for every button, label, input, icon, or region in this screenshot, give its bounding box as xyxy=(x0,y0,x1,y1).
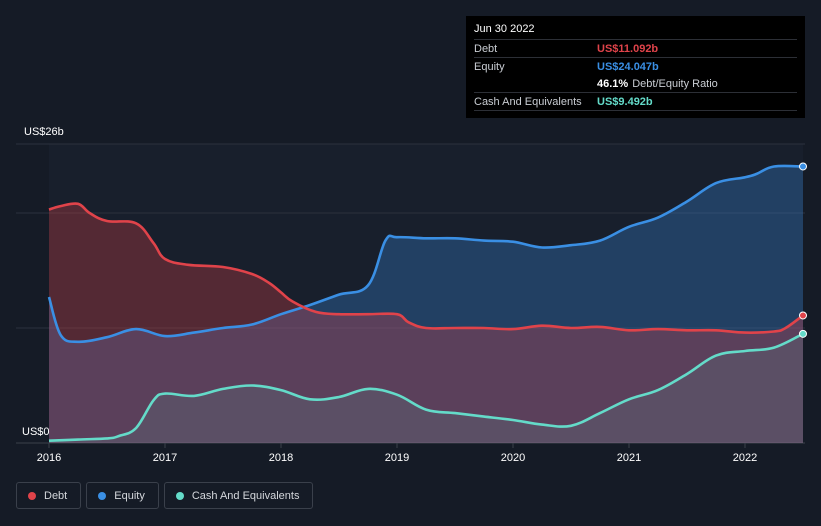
legend: Debt Equity Cash And Equivalents xyxy=(16,482,314,509)
hover-markers xyxy=(799,162,807,338)
x-tick-label: 2018 xyxy=(269,452,293,464)
tooltip-row-ratio: 46.1% Debt/Equity Ratio xyxy=(474,75,797,92)
tooltip-debt-label: Debt xyxy=(474,42,498,55)
legend-item-cash[interactable]: Cash And Equivalents xyxy=(163,482,314,509)
cash-and-equivalents-area xyxy=(49,333,803,443)
axis-labels: US$26b US$0 2016 2017 2018 2019 2020 2021 2022 xyxy=(22,126,757,464)
tooltip-row-cash: Cash And Equivalents US$9.492b xyxy=(474,92,797,111)
x-tick-label: 2019 xyxy=(385,452,409,464)
tooltip-debt-value: US$11.092b xyxy=(597,42,659,55)
debt-dot-icon xyxy=(28,491,36,500)
equity-dot-icon xyxy=(98,491,107,500)
legend-equity-label: Equity xyxy=(114,489,145,502)
legend-item-debt[interactable]: Debt xyxy=(16,482,82,509)
x-tick-label: 2016 xyxy=(37,452,61,464)
tooltip-row-equity: Equity US$24.047b xyxy=(474,57,797,75)
legend-cash-label: Cash And Equivalents xyxy=(191,489,300,502)
tooltip-equity-value: US$24.047b xyxy=(597,60,659,73)
tooltip-equity-label: Equity xyxy=(474,60,505,73)
debt-end-marker xyxy=(799,311,807,320)
tooltip-ratio-label: Debt/Equity Ratio xyxy=(632,77,718,90)
x-tick-label: 2017 xyxy=(153,452,177,464)
equity-line xyxy=(47,164,804,344)
series-lines xyxy=(47,164,804,442)
legend-item-equity[interactable]: Equity xyxy=(86,482,159,509)
equity-end-marker xyxy=(799,162,807,171)
x-tick-label: 2021 xyxy=(617,452,641,464)
debt-area xyxy=(49,203,803,443)
x-tick-label: 2020 xyxy=(501,452,525,464)
cash-and-equivalents-end-marker xyxy=(799,329,807,338)
y-tick-label-top: US$26b xyxy=(24,126,64,138)
tooltip-cash-value: US$9.492b xyxy=(597,95,653,108)
cash-dot-icon xyxy=(175,491,184,500)
tooltip-row-debt: Debt US$11.092b xyxy=(474,39,797,57)
tooltip-cash-label: Cash And Equivalents xyxy=(474,95,582,108)
tooltip-ratio-value: 46.1% xyxy=(597,77,629,90)
legend-debt-label: Debt xyxy=(44,489,68,502)
x-tick-label: 2022 xyxy=(733,452,757,464)
debt-line xyxy=(48,202,804,334)
tooltip-date: Jun 30 2022 xyxy=(474,23,535,35)
tooltip: Jun 30 2022 Debt US$11.092b Equity US$24… xyxy=(466,16,805,118)
y-tick-label-bottom: US$0 xyxy=(22,426,50,438)
cash-and-equivalents-line xyxy=(48,332,804,442)
